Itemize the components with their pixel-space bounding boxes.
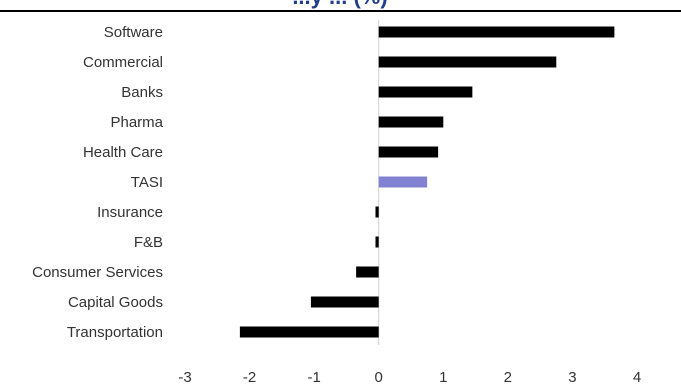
x-tick-label: -3 [178, 369, 191, 386]
bar-fandb [375, 236, 379, 248]
x-tick-label: -1 [307, 369, 320, 386]
bar-capital-goods [310, 296, 379, 308]
x-tick-label: -2 [243, 369, 256, 386]
category-label-insurance: Insurance [97, 204, 163, 221]
category-labels: Software Commercial Banks Pharma Health Care… [32, 24, 164, 341]
chart-title-area: ...y ... (%) [0, 0, 681, 12]
x-tick-label: 0 [375, 369, 383, 386]
category-label-transportation: Transportation [67, 324, 163, 341]
bars-group [239, 26, 615, 338]
bar-banks [378, 86, 473, 98]
bar-consumer-services [356, 266, 379, 278]
category-label-fandb: F&B [134, 234, 163, 251]
bar-tasi [378, 176, 428, 188]
bar-health-care [378, 146, 439, 158]
bar-pharma [378, 116, 444, 128]
category-label-consumer-services: Consumer Services [32, 264, 163, 281]
bar-commercial [378, 56, 557, 68]
x-tick-labels: -3 -2 -1 0 1 2 3 4 [178, 369, 641, 386]
category-label-banks: Banks [121, 84, 163, 101]
category-label-health-care: Health Care [83, 144, 163, 161]
category-label-tasi: TASI [131, 174, 163, 191]
x-tick-label: 2 [504, 369, 512, 386]
category-label-pharma: Pharma [110, 114, 163, 131]
x-tick-label: 3 [568, 369, 576, 386]
category-label-software: Software [104, 24, 163, 41]
category-label-commercial: Commercial [83, 54, 163, 71]
x-tick-label: 1 [439, 369, 447, 386]
bar-software [378, 26, 615, 38]
chart-title: ...y ... (%) [292, 0, 387, 9]
category-label-capital-goods: Capital Goods [68, 294, 163, 311]
x-tick-label: 4 [633, 369, 641, 386]
bar-insurance [375, 206, 379, 218]
bar-transportation [239, 326, 379, 338]
